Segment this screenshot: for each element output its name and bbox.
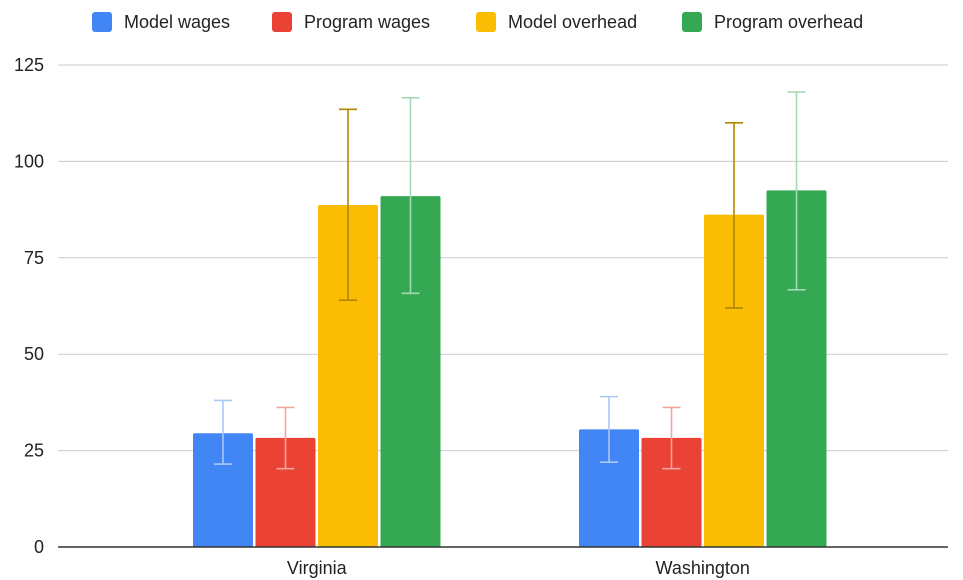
bar-program-overhead-washington [766,190,827,547]
x-tick-label-virginia: Virginia [287,558,348,578]
error-bar-program-overhead-virginia [401,96,420,295]
error-bars [214,91,806,470]
legend-item-program-wages[interactable]: Program wages [272,12,430,32]
y-tick-label: 0 [34,537,44,557]
legend-swatch [272,12,292,32]
legend-item-program-overhead[interactable]: Program overhead [682,12,863,32]
legend-label: Model overhead [508,12,637,32]
y-tick-label: 100 [14,151,44,171]
bar-program-wages-virginia [255,437,316,547]
legend-swatch [92,12,112,32]
y-tick-label: 50 [24,344,44,364]
y-axis: 0 25 50 75 100 125 [14,55,44,557]
error-bar-model-overhead-virginia [339,108,357,302]
legend-swatch [476,12,496,32]
y-tick-label: 125 [14,55,44,75]
x-axis: Virginia Washington [287,558,750,578]
bar-program-wages-washington [641,437,702,547]
error-bar-model-wages-washington [600,395,618,463]
legend-swatch [682,12,702,32]
error-bar-program-overhead-washington [787,91,806,291]
legend-item-model-wages[interactable]: Model wages [92,12,230,32]
legend: Model wages Program wages Model overhead Pr… [92,12,863,32]
bar-model-overhead-washington [704,214,764,547]
legend-label: Model wages [124,12,230,32]
bars [193,190,827,548]
bar-program-overhead-virginia [380,196,441,547]
bar-model-overhead-virginia [318,204,378,548]
legend-item-model-overhead[interactable]: Model overhead [476,12,637,32]
y-tick-label: 25 [24,441,44,461]
error-bar-model-overhead-washington [725,122,743,309]
error-bar-model-wages-virginia [214,399,232,465]
legend-label: Program overhead [714,12,863,32]
y-tick-label: 75 [24,248,44,268]
x-tick-label-washington: Washington [656,558,750,578]
bar-model-wages-virginia [193,433,253,547]
error-bar-program-wages-virginia [276,406,295,470]
legend-label: Program wages [304,12,430,32]
error-bar-program-wages-washington [662,406,681,470]
bar-model-wages-washington [579,429,639,547]
